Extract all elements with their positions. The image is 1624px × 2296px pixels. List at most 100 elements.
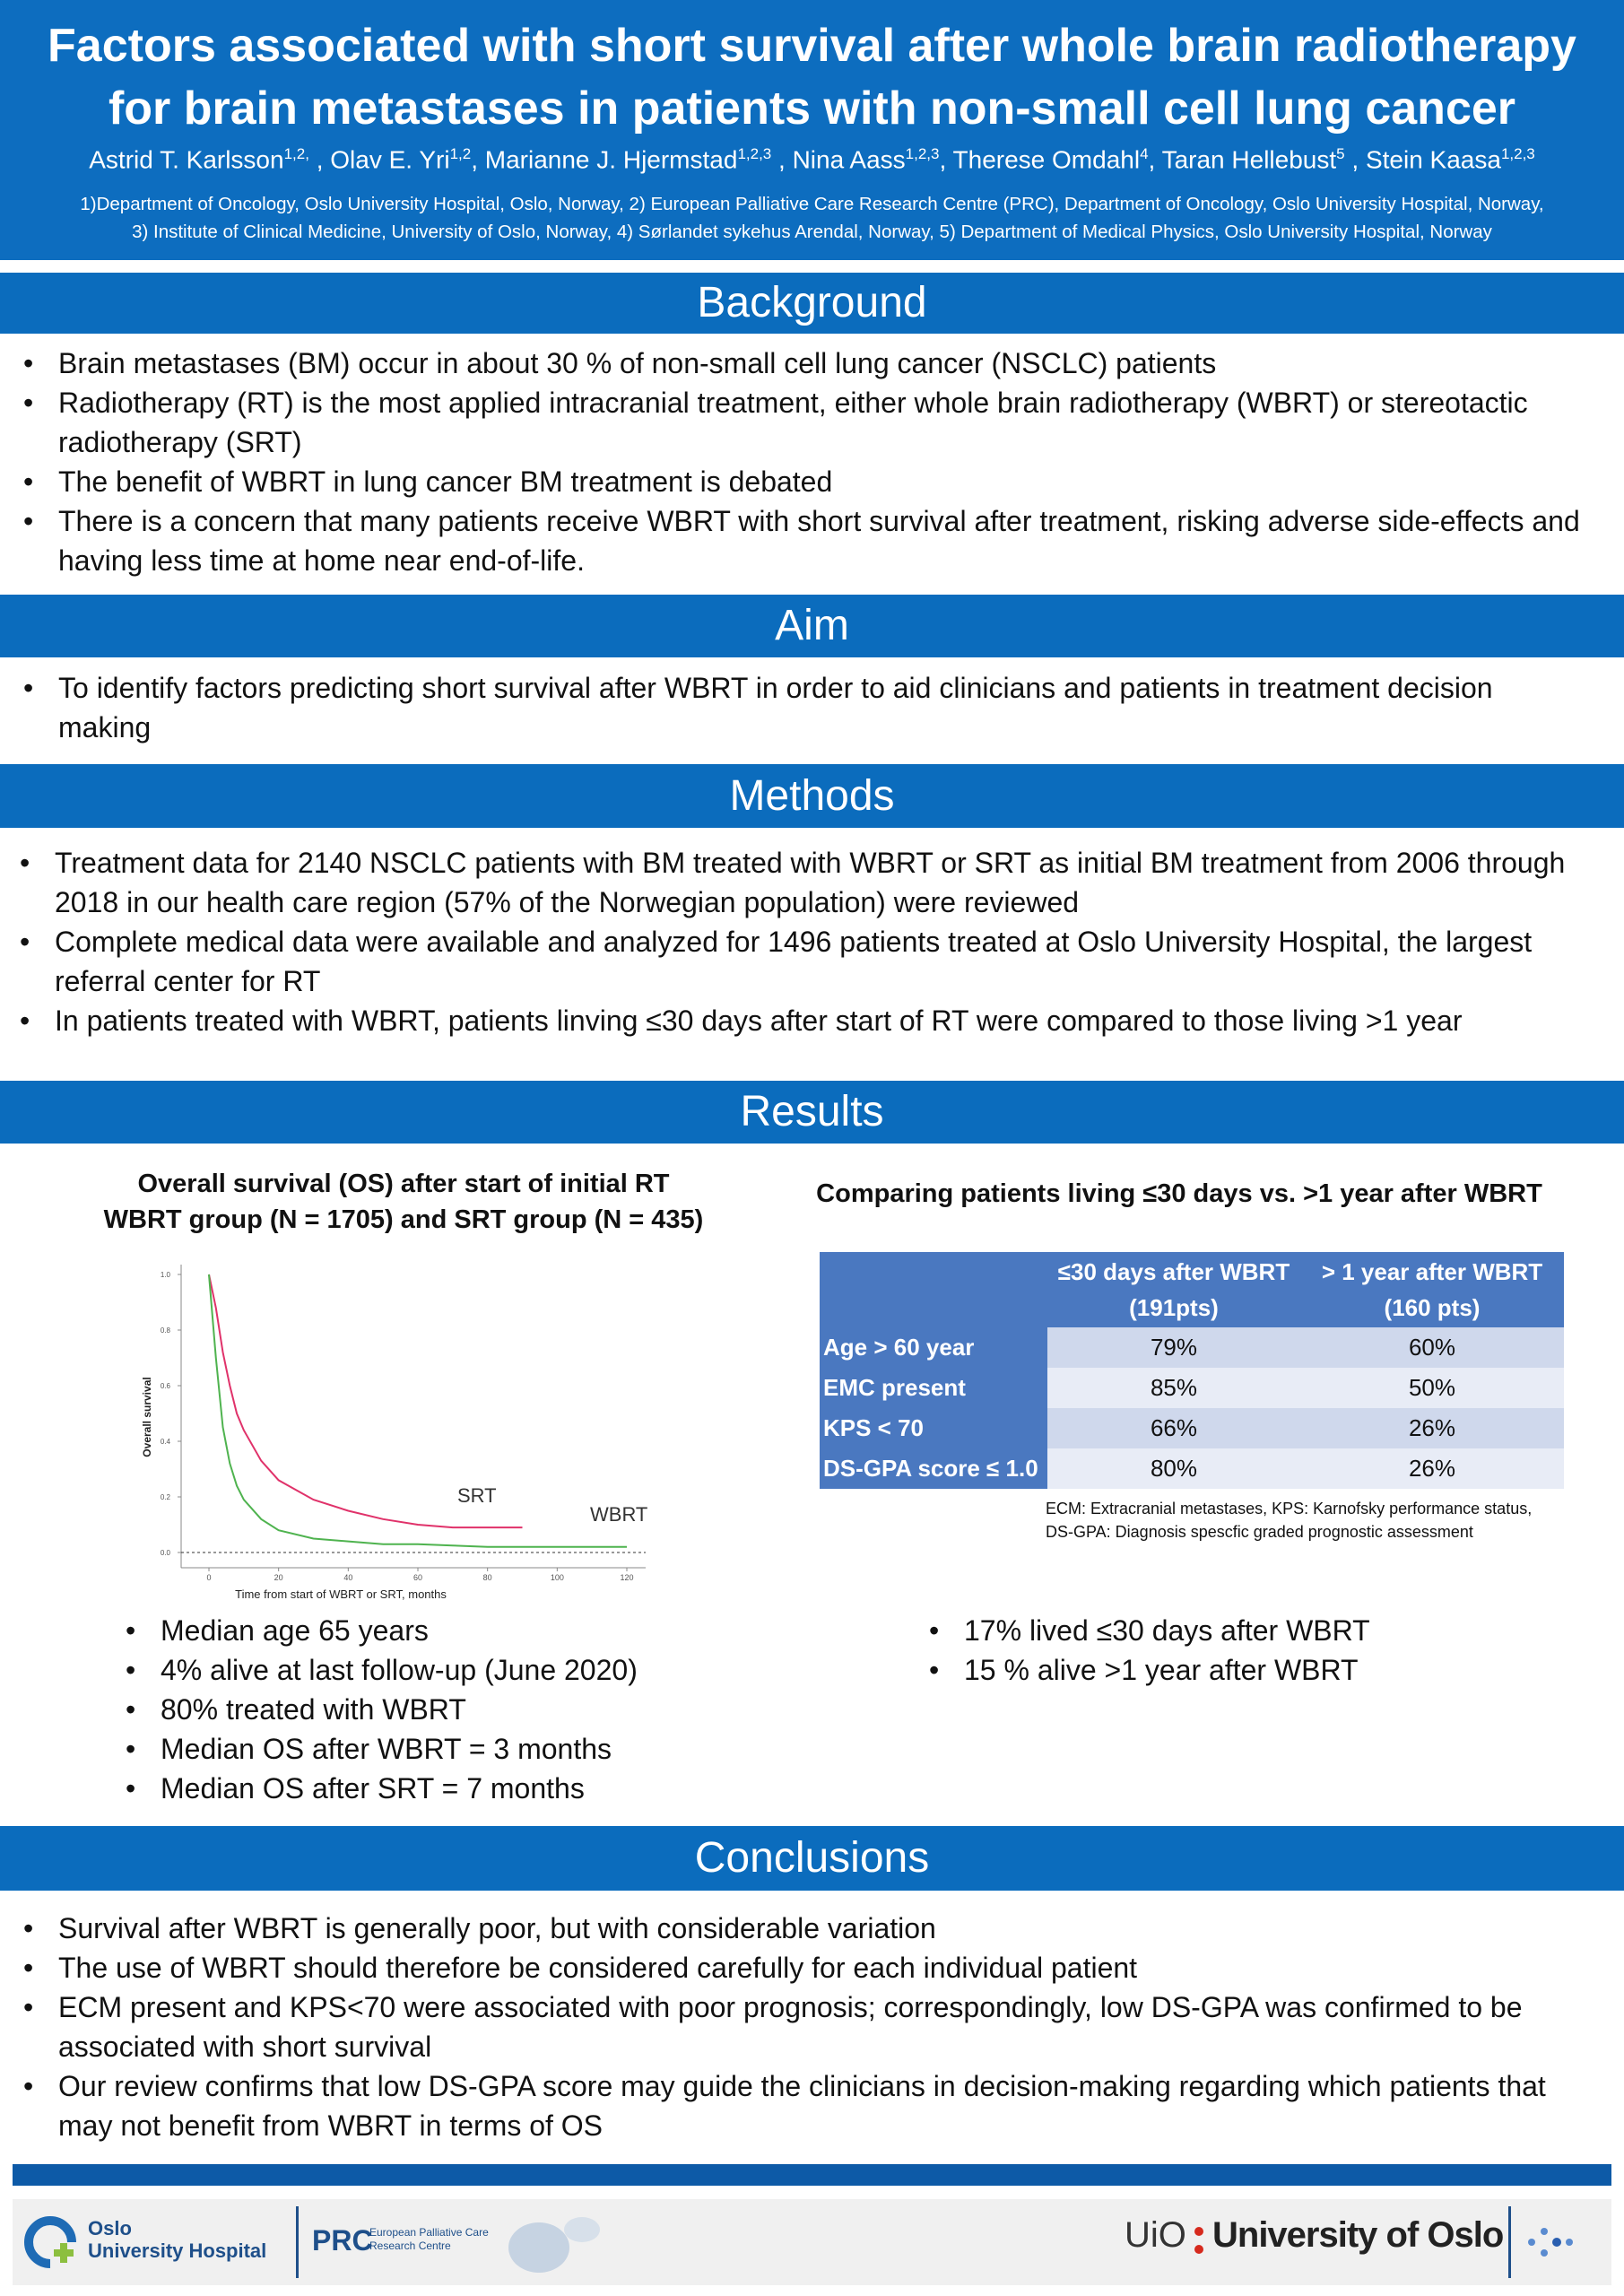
author-affiliation: 1,2, [283,145,309,162]
author-name: , Taran Hellebust [1148,145,1337,174]
chart-title: Overall survival (OS) after start of ini… [54,1166,753,1238]
blob [564,2217,600,2242]
table-cell: 80% [1047,1448,1300,1489]
dot [1194,2227,1203,2236]
results-table: ≤30 days after WBRT (191pts) > 1 year aft… [820,1252,1564,1489]
ouh-line: University Hospital [88,2239,267,2262]
prc-name: European Palliative Care Research Centre [369,2226,489,2253]
table-row: EMC present 85% 50% [820,1368,1564,1408]
dot [1566,2239,1573,2246]
y-tick-label: 0.6 [161,1382,171,1390]
author-affiliation: 1,2 [449,145,472,162]
prc-line: European Palliative Care [369,2226,489,2239]
author-name: , Nina Aass [771,145,906,174]
x-tick-label: 120 [620,1573,633,1582]
bullet: Median OS after WBRT = 3 months [126,1729,753,1769]
table-row: DS-GPA score ≤ 1.0 80% 26% [820,1448,1564,1489]
author-name: , Olav E. Yri [308,145,450,174]
bullet-list: Median age 65 years4% alive at last foll… [126,1611,753,1808]
section-bar: Background [0,273,1624,334]
y-tick-label: 1.0 [161,1271,171,1279]
footnote-line: ECM: Extracranial metastases, KPS: Karno… [1046,1500,1533,1518]
authors: Astrid T. Karlsson1,2, , Olav E. Yri1,2,… [0,145,1624,174]
ouh-line: Oslo [88,2217,132,2239]
x-tick-label: 0 [206,1573,211,1582]
ouh-name: Oslo University Hospital [88,2217,266,2262]
survival-curve [208,1274,523,1529]
bullet-list: Brain metastases (BM) occur in about 30 … [23,344,1593,580]
uio: UiO [1125,2215,1186,2255]
bullet: Our review confirms that low DS-GPA scor… [23,2066,1593,2145]
dot [1194,2245,1203,2254]
author-affiliation: 5 [1336,145,1345,162]
uio-dots [1194,2227,1203,2254]
bullet: The use of WBRT should therefore be cons… [23,1948,1593,1987]
header-cell [820,1252,1047,1327]
table-cell: 85% [1047,1368,1300,1408]
bullet: To identify factors predicting short sur… [23,668,1593,747]
bullet: 4% alive at last follow-up (June 2020) [126,1650,753,1690]
section-bar: Aim [0,595,1624,657]
y-tick-label: 0.2 [161,1493,171,1501]
header-cell: ≤30 days after WBRT (191pts) [1047,1252,1300,1327]
title-line: Factors associated with short survival a… [48,20,1576,72]
header-cell: > 1 year after WBRT (160 pts) [1300,1252,1564,1327]
logo-cross [60,2243,67,2263]
prc-line: Research Centre [369,2239,451,2252]
section-bar: Results [0,1081,1624,1144]
divider [296,2206,299,2278]
table-cell: 26% [1300,1408,1564,1448]
bullet: Survival after WBRT is generally poor, b… [23,1909,1593,1948]
author-name: , Stein Kaasa [1344,145,1501,174]
prc-graphic [508,2217,600,2273]
series-label: SRT [457,1484,497,1507]
x-tick-label: 20 [274,1573,283,1582]
bullet: Radiotherapy (RT) is the most applied in… [23,383,1593,462]
row-header: DS-GPA score ≤ 1.0 [820,1448,1047,1489]
table-cell: 66% [1047,1408,1300,1448]
row-header: EMC present [820,1368,1047,1408]
bullet: Treatment data for 2140 NSCLC patients w… [20,843,1598,922]
x-tick-label: 100 [551,1573,564,1582]
prc: PRC [312,2224,373,2257]
footnote: ECM: Extracranial metastases, KPS: Karno… [1046,1497,1532,1544]
header: Factors associated with short survival a… [0,0,1624,260]
y-axis-label: Overall survival [141,1377,153,1457]
affiliation: 3) Institute of Clinical Medicine, Unive… [132,222,1492,243]
series-label: WBRT [590,1503,647,1526]
table-cell: 50% [1300,1368,1564,1408]
bullet-list: Treatment data for 2140 NSCLC patients w… [20,843,1598,1040]
divider [1508,2206,1511,2278]
table-row: Age > 60 year 79% 60% [820,1327,1564,1368]
author-affiliation: 1,2,3 [737,145,772,162]
table-title: Comparing patients living ≤30 days vs. >… [816,1179,1542,1208]
author-name: Astrid T. Karlsson [89,145,284,174]
row-header: KPS < 70 [820,1408,1047,1448]
footer-rule [13,2164,1611,2186]
survival-curve [208,1274,627,1548]
bullet-list: Survival after WBRT is generally poor, b… [23,1909,1593,2145]
bullet: ECM present and KPS<70 were associated w… [23,1987,1593,2066]
ouh-logo [24,2216,77,2269]
table-cell: 26% [1300,1448,1564,1489]
section-bar: Conclusions [0,1826,1624,1891]
dot [1528,2239,1535,2246]
blob [508,2222,569,2273]
y-tick-label: 0.4 [161,1438,171,1446]
table-row: KPS < 70 66% 26% [820,1408,1564,1448]
table-cell: 60% [1300,1327,1564,1368]
row-header: Age > 60 year [820,1327,1047,1368]
author-affiliation: 1,2,3 [1500,145,1535,162]
uio-name: University of Oslo [1212,2215,1504,2255]
bullet-list: To identify factors predicting short sur… [23,668,1593,747]
author-name: , Therese Omdahl [939,145,1141,174]
bullet: Complete medical data were available and… [20,922,1598,1001]
footnote-line: DS-GPA: Diagnosis spescfic graded progno… [1046,1523,1473,1541]
footer: Oslo University Hospital PRC European Pa… [13,2199,1611,2285]
dot [1541,2249,1548,2257]
title-line: for brain metastases in patients with no… [108,83,1516,135]
bullet: Brain metastases (BM) occur in about 30 … [23,344,1593,383]
y-tick-label: 0.0 [161,1549,171,1557]
uio-mark [1528,2228,1573,2257]
